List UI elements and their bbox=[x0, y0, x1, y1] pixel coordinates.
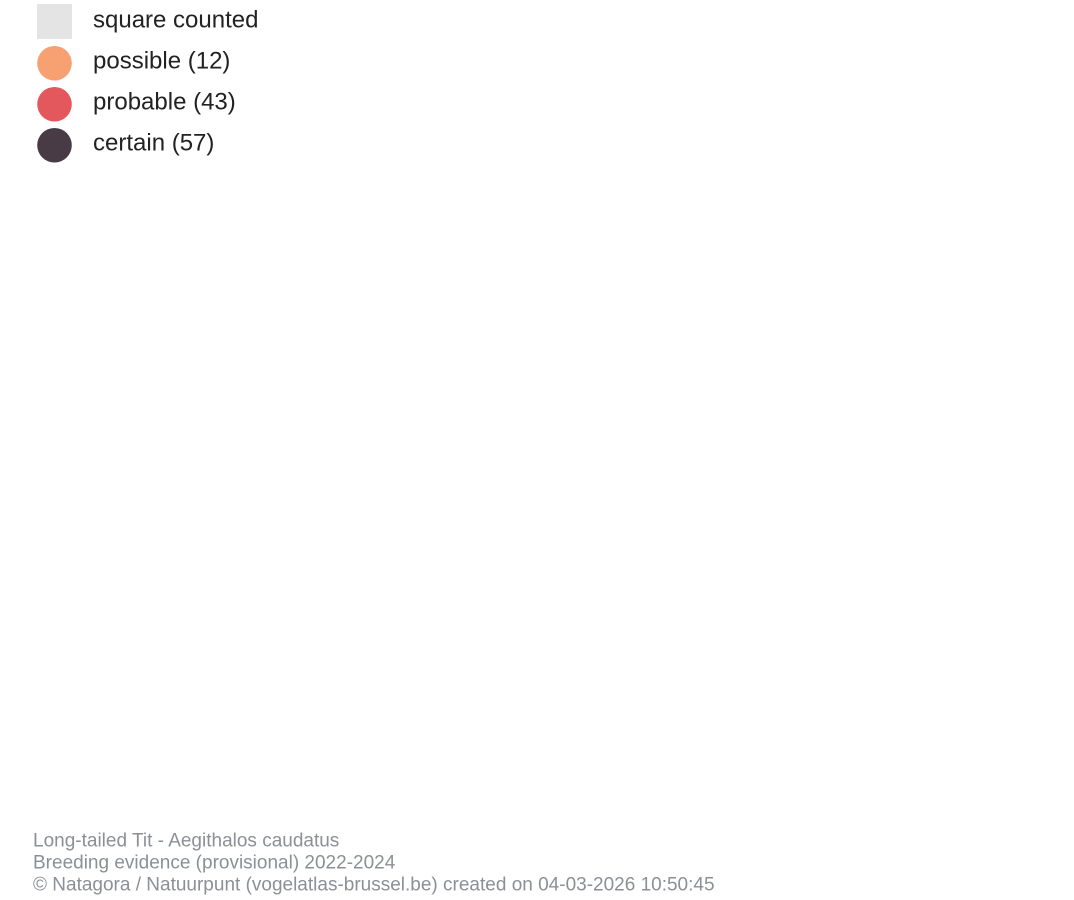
svg-text:Long-tailed Tit - Aegithalos c: Long-tailed Tit - Aegithalos caudatus bbox=[33, 831, 339, 852]
svg-text:square counted: square counted bbox=[93, 6, 258, 33]
svg-text:probable (43): probable (43) bbox=[93, 88, 236, 115]
svg-text:© Natagora / Natuurpunt (vogel: © Natagora / Natuurpunt (vogelatlas-brus… bbox=[33, 875, 715, 896]
svg-text:certain (57): certain (57) bbox=[93, 129, 214, 156]
svg-text:Breeding evidence (provisional: Breeding evidence (provisional) 2022-202… bbox=[33, 853, 396, 874]
svg-text:possible (12): possible (12) bbox=[93, 47, 230, 74]
